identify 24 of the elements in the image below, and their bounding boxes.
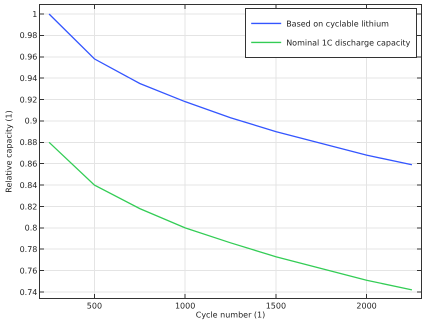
line-series — [48, 142, 413, 291]
x-tick-label: 500 — [86, 302, 102, 311]
y-tick-label: 1 — [32, 10, 38, 19]
x-tick-label: 2000 — [356, 302, 377, 311]
y-tick-label: 0.92 — [20, 95, 38, 104]
x-tick-label: 1500 — [266, 302, 286, 311]
line-series — [48, 13, 413, 166]
y-tick-label: 0.8 — [24, 224, 38, 233]
y-tick-label: 0.96 — [20, 52, 38, 62]
legend-label: Nominal 1C discharge capacity — [286, 38, 411, 48]
x-tick-label: 1000 — [174, 302, 196, 311]
y-tick-label: 0.78 — [20, 245, 38, 254]
legend-label: Based on cyclable lithium — [286, 20, 390, 29]
y-tick-label: 0.76 — [20, 266, 38, 276]
y-tick-label: 0.9 — [24, 116, 38, 126]
y-tick-label: 0.84 — [20, 180, 38, 190]
y-tick-label: 0.94 — [20, 74, 38, 83]
y-tick-label: 0.98 — [20, 31, 38, 40]
y-tick-label: 0.88 — [20, 138, 38, 148]
y-axis-title: Relative capacity (1) — [4, 110, 14, 193]
x-axis-title: Cycle number (1) — [196, 310, 266, 320]
y-tick-label: 0.74 — [20, 288, 38, 297]
y-tick-label: 0.82 — [20, 202, 38, 212]
y-tick-label: 0.86 — [20, 159, 38, 168]
